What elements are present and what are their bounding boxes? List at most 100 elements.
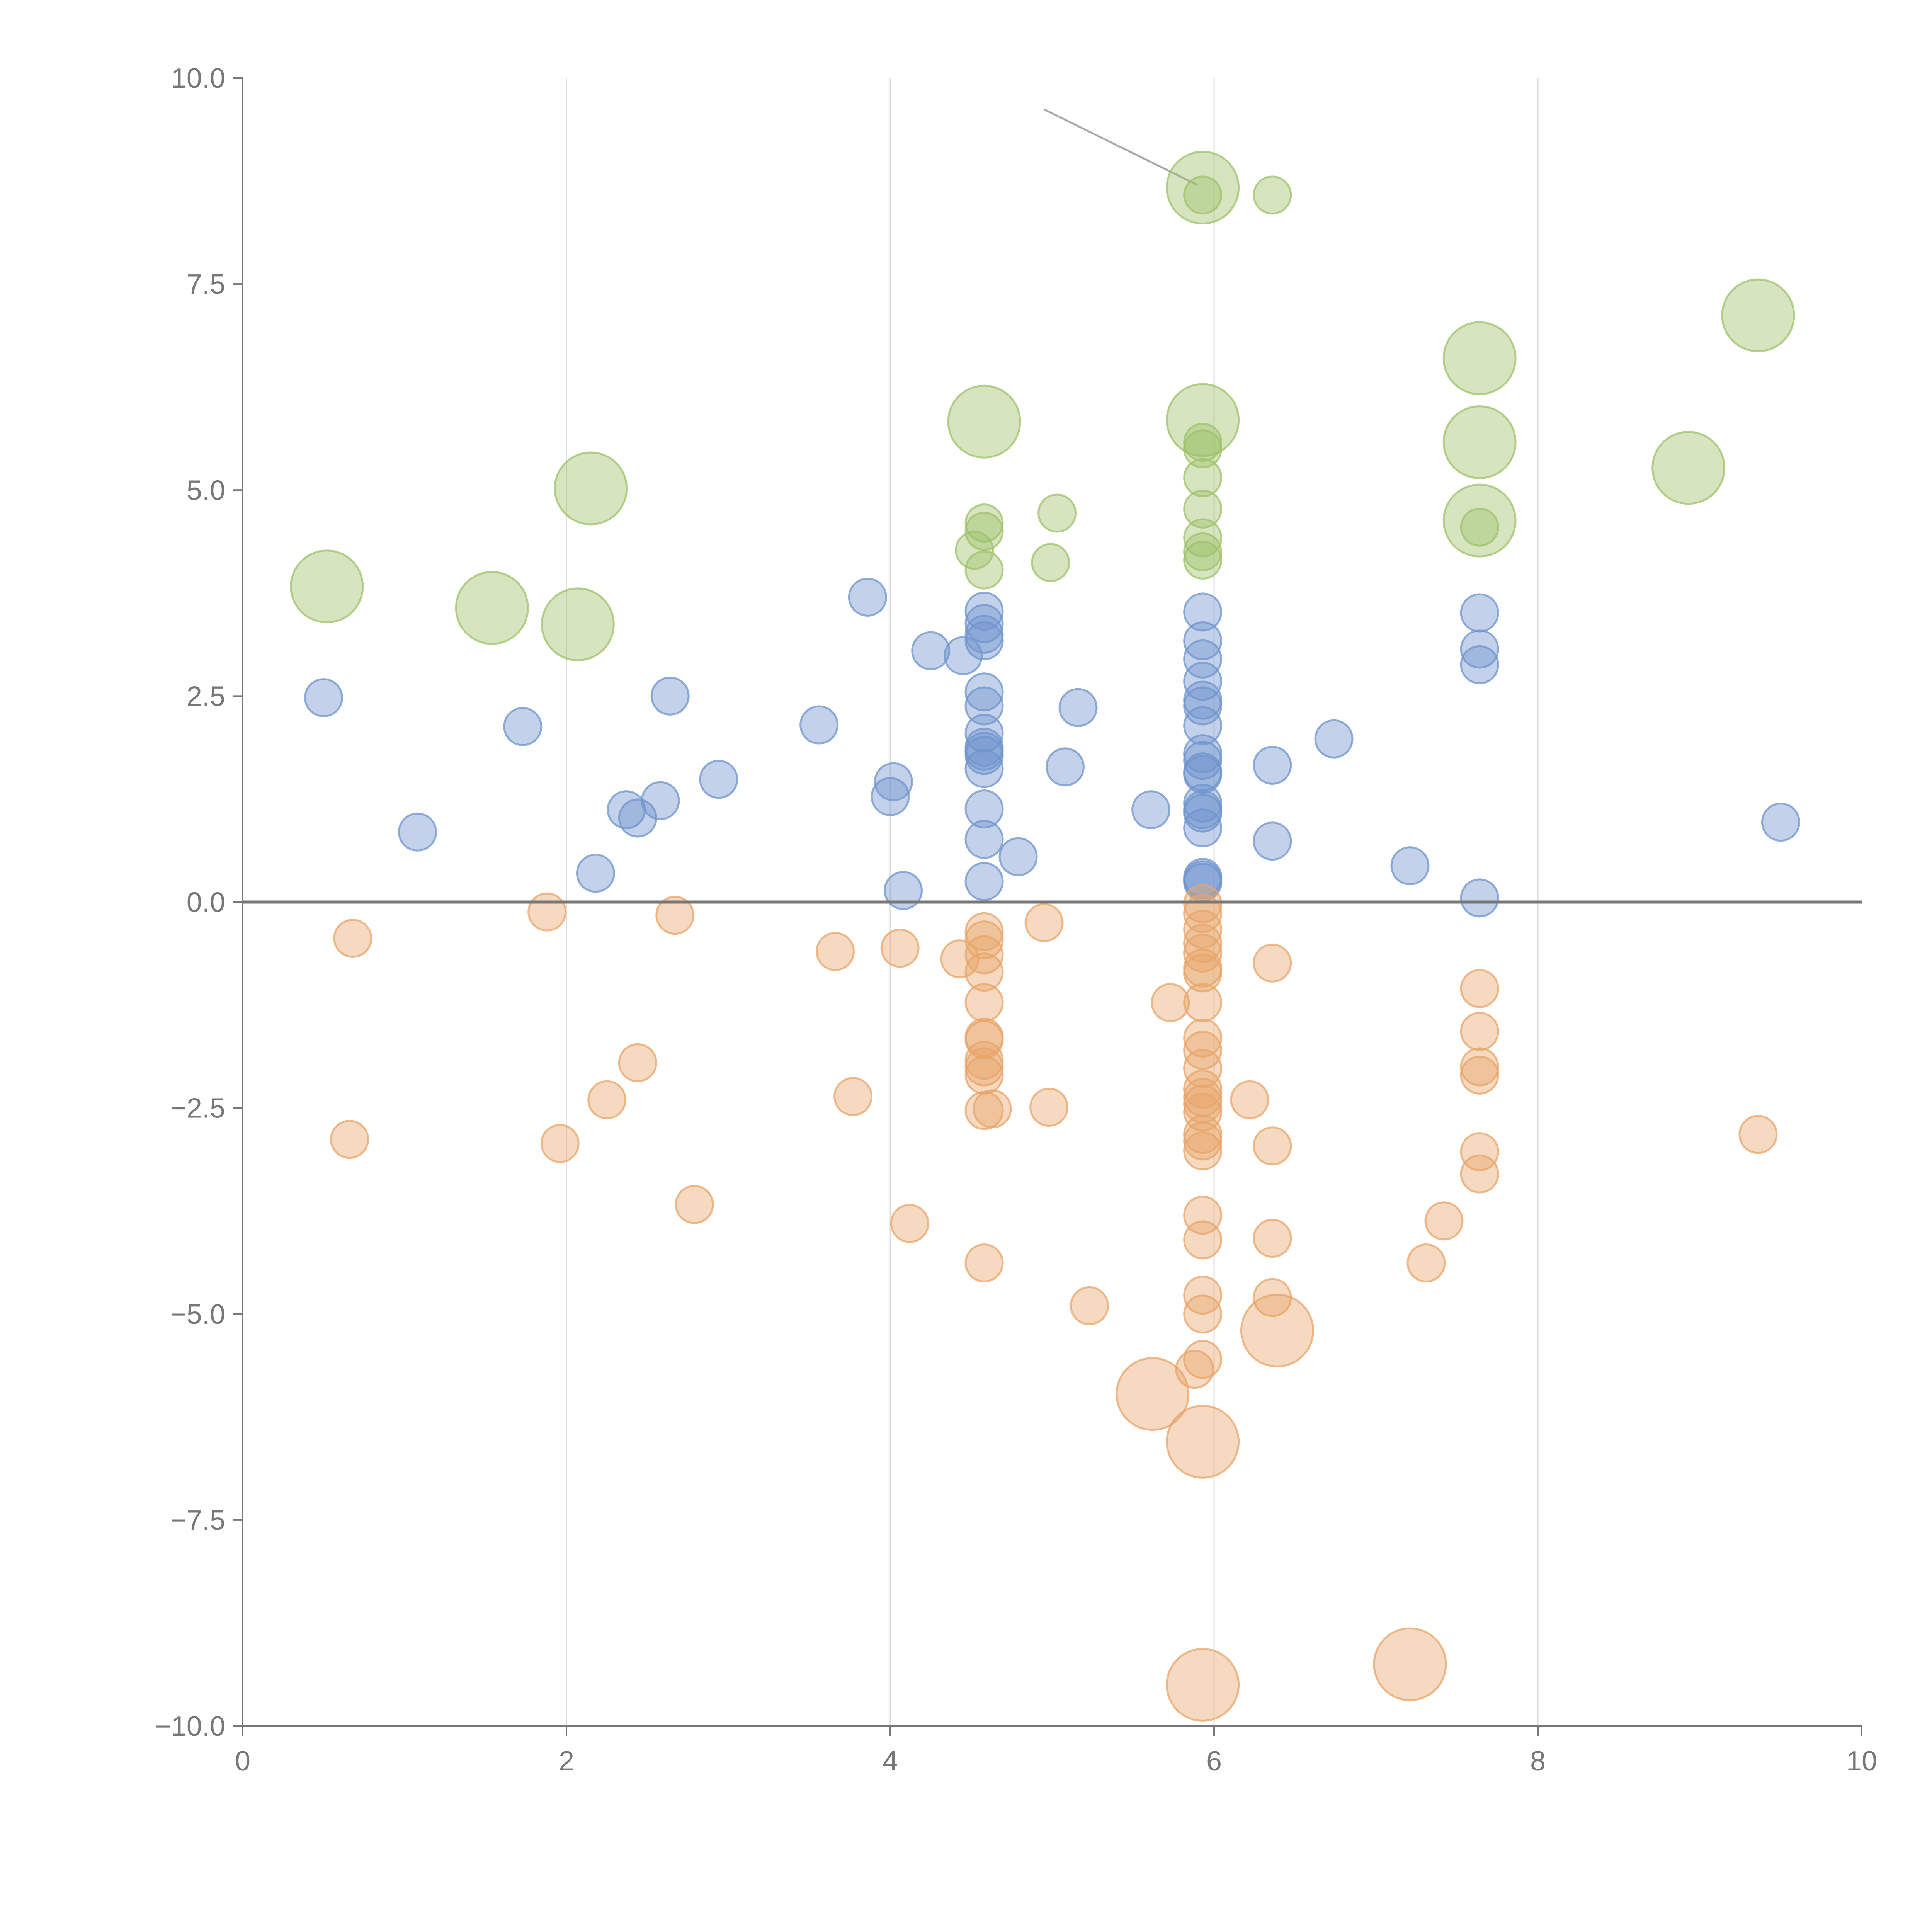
point-green-27[interactable]: [1721, 278, 1795, 352]
point-green-19[interactable]: [1183, 518, 1223, 558]
point-blue-16[interactable]: [964, 592, 1004, 631]
point-orange-1[interactable]: [330, 1120, 369, 1159]
point-blue-30[interactable]: [998, 837, 1038, 876]
point-blue-58[interactable]: [1460, 645, 1499, 684]
point-blue-7[interactable]: [650, 676, 690, 716]
point-green-21[interactable]: [1183, 541, 1223, 580]
point-orange-58[interactable]: [1253, 943, 1292, 983]
point-blue-40[interactable]: [1183, 706, 1223, 745]
point-orange-7[interactable]: [675, 1185, 714, 1224]
point-orange-41[interactable]: [1183, 1070, 1223, 1109]
point-orange-8[interactable]: [816, 932, 855, 971]
point-green-1[interactable]: [455, 571, 529, 645]
point-green-12[interactable]: [1183, 175, 1223, 215]
point-blue-1[interactable]: [398, 812, 437, 852]
point-blue-9[interactable]: [799, 705, 839, 745]
point-green-9[interactable]: [1037, 493, 1077, 533]
point-orange-51[interactable]: [1183, 1294, 1223, 1334]
point-green-18[interactable]: [1183, 489, 1223, 529]
point-blue-28[interactable]: [964, 820, 1004, 859]
point-orange-63[interactable]: [1373, 1627, 1447, 1701]
point-orange-6[interactable]: [655, 896, 695, 935]
point-orange-19[interactable]: [964, 1020, 1004, 1060]
point-blue-54[interactable]: [1314, 719, 1354, 759]
point-orange-66[interactable]: [1460, 969, 1499, 1008]
point-orange-65[interactable]: [1424, 1201, 1464, 1241]
point-orange-24[interactable]: [973, 1089, 1012, 1129]
point-orange-37[interactable]: [1183, 983, 1223, 1022]
point-blue-57[interactable]: [1460, 629, 1499, 669]
point-green-7[interactable]: [955, 531, 994, 570]
point-orange-21[interactable]: [964, 1047, 1004, 1087]
point-green-20[interactable]: [1183, 532, 1223, 571]
point-blue-20[interactable]: [964, 672, 1004, 712]
point-blue-55[interactable]: [1390, 846, 1430, 886]
point-orange-14[interactable]: [964, 920, 1004, 960]
point-orange-0[interactable]: [333, 918, 372, 958]
point-green-13[interactable]: [1253, 175, 1292, 215]
point-orange-55[interactable]: [1166, 1405, 1240, 1479]
point-blue-14[interactable]: [911, 631, 951, 670]
point-orange-15[interactable]: [964, 935, 1004, 975]
point-orange-11[interactable]: [890, 1204, 929, 1243]
point-blue-25[interactable]: [964, 736, 1004, 775]
point-orange-2[interactable]: [527, 892, 567, 932]
point-green-17[interactable]: [1183, 458, 1223, 497]
point-green-23[interactable]: [1442, 405, 1517, 480]
point-blue-27[interactable]: [964, 789, 1004, 829]
point-orange-69[interactable]: [1460, 1055, 1499, 1095]
point-orange-71[interactable]: [1460, 1154, 1499, 1194]
point-blue-21[interactable]: [964, 686, 1004, 726]
point-orange-22[interactable]: [964, 1055, 1004, 1095]
point-orange-44[interactable]: [1183, 1092, 1223, 1132]
point-blue-42[interactable]: [1183, 741, 1223, 780]
point-blue-6[interactable]: [641, 781, 680, 820]
point-orange-36[interactable]: [1183, 953, 1223, 993]
point-green-16[interactable]: [1183, 429, 1223, 469]
point-orange-13[interactable]: [964, 912, 1004, 951]
point-green-6[interactable]: [964, 512, 1004, 551]
point-green-2[interactable]: [541, 587, 615, 662]
point-blue-39[interactable]: [1183, 686, 1223, 726]
point-blue-60[interactable]: [1761, 803, 1800, 842]
point-orange-64[interactable]: [1406, 1243, 1446, 1283]
point-green-24[interactable]: [1442, 483, 1517, 558]
point-green-25[interactable]: [1460, 507, 1499, 547]
point-blue-53[interactable]: [1253, 821, 1292, 861]
point-blue-59[interactable]: [1460, 878, 1499, 918]
point-orange-25[interactable]: [964, 1243, 1004, 1283]
point-orange-54[interactable]: [1116, 1357, 1190, 1431]
point-green-10[interactable]: [1031, 543, 1070, 582]
point-blue-36[interactable]: [1183, 639, 1223, 679]
point-orange-17[interactable]: [964, 983, 1004, 1022]
point-orange-28[interactable]: [1070, 1286, 1109, 1325]
point-orange-70[interactable]: [1460, 1132, 1499, 1172]
point-orange-67[interactable]: [1460, 1012, 1499, 1051]
point-blue-2[interactable]: [503, 707, 543, 746]
point-orange-31[interactable]: [1183, 894, 1223, 933]
point-blue-17[interactable]: [964, 604, 1004, 643]
point-blue-3[interactable]: [576, 854, 615, 893]
point-blue-8[interactable]: [699, 760, 738, 799]
point-blue-15[interactable]: [944, 636, 983, 675]
point-blue-48[interactable]: [1183, 808, 1223, 848]
point-orange-34[interactable]: [1183, 934, 1223, 973]
point-green-22[interactable]: [1442, 321, 1517, 395]
point-orange-68[interactable]: [1460, 1047, 1499, 1087]
point-orange-62[interactable]: [1240, 1293, 1314, 1367]
point-orange-56[interactable]: [1166, 1648, 1240, 1722]
point-orange-9[interactable]: [833, 1077, 873, 1116]
point-orange-72[interactable]: [1738, 1115, 1778, 1154]
point-orange-10[interactable]: [880, 929, 920, 968]
point-blue-29[interactable]: [964, 862, 1004, 901]
point-blue-0[interactable]: [304, 678, 343, 718]
point-blue-47[interactable]: [1183, 793, 1223, 833]
point-orange-3[interactable]: [540, 1124, 580, 1163]
point-blue-34[interactable]: [1183, 592, 1223, 632]
point-orange-40[interactable]: [1183, 1049, 1223, 1088]
point-blue-11[interactable]: [871, 777, 910, 816]
point-green-0[interactable]: [290, 549, 364, 624]
point-orange-38[interactable]: [1183, 1018, 1223, 1058]
point-blue-13[interactable]: [884, 871, 923, 910]
point-orange-29[interactable]: [1151, 983, 1190, 1022]
